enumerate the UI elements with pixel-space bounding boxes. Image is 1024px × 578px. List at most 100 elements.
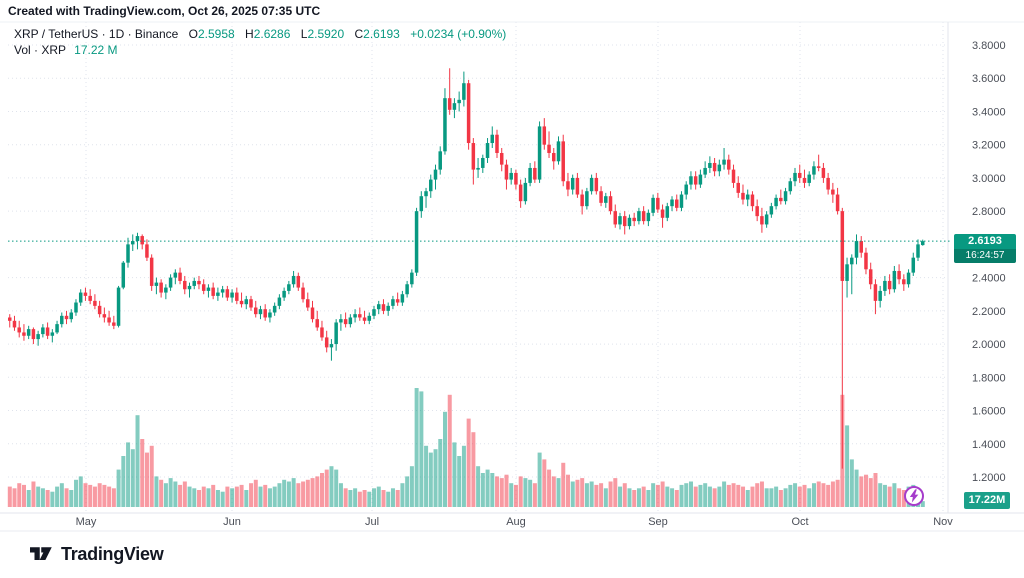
volume-bar xyxy=(816,481,821,507)
candle-body xyxy=(329,344,334,348)
volume-bar xyxy=(565,474,570,507)
volume-bar xyxy=(220,491,225,507)
candle-body xyxy=(471,143,476,170)
volume-bar xyxy=(45,490,50,507)
candle-body xyxy=(287,284,291,291)
volume-bar xyxy=(107,486,112,507)
candle-body xyxy=(821,167,826,178)
candle-body xyxy=(452,103,457,110)
candle-body xyxy=(670,199,674,207)
candle-body xyxy=(651,197,655,213)
candle-body xyxy=(69,312,73,320)
candle-body xyxy=(192,280,196,286)
volume-bar xyxy=(272,486,277,507)
volume-bar xyxy=(759,481,764,507)
candle-body xyxy=(835,194,840,212)
boost-button[interactable] xyxy=(904,486,924,506)
volume-bar xyxy=(679,484,684,507)
volume-bar xyxy=(452,442,457,507)
candle-body xyxy=(220,289,225,293)
candle-body xyxy=(391,299,395,306)
volume-bar xyxy=(211,484,216,507)
candle-body xyxy=(580,194,584,207)
volume-bar xyxy=(372,488,377,507)
candle-body xyxy=(764,214,769,225)
candle-body xyxy=(911,257,916,273)
candle-body xyxy=(613,211,618,225)
candle-body xyxy=(755,206,759,217)
volume-bar xyxy=(320,473,325,507)
last-price-value: 2.6193 xyxy=(968,235,1002,247)
volume-bar xyxy=(168,478,173,507)
candle-body xyxy=(296,275,301,288)
volume-bar xyxy=(528,479,533,507)
candle-body xyxy=(97,305,102,315)
symbol-title[interactable]: XRP / TetherUS · 1D · Binance xyxy=(14,27,179,41)
candle-body xyxy=(495,134,499,153)
candle-body xyxy=(864,252,868,270)
candle-body xyxy=(410,272,414,285)
candle-body xyxy=(334,322,338,345)
candle-body xyxy=(26,329,31,336)
candle-body xyxy=(504,164,509,180)
candle-body xyxy=(523,182,528,202)
candle-body xyxy=(575,177,580,195)
volume-bar xyxy=(480,473,485,507)
volume-bar xyxy=(315,476,320,507)
volume-bar xyxy=(367,491,372,507)
time-tick-label: Oct xyxy=(791,516,808,528)
candle-body xyxy=(736,182,740,193)
candle-body xyxy=(173,272,178,278)
volume-axis-badge: 17.22M xyxy=(964,492,1010,509)
candle-body xyxy=(149,257,154,286)
volume-bar xyxy=(69,490,74,507)
candle-body xyxy=(216,292,220,296)
volume-bar xyxy=(443,411,448,507)
candle-body xyxy=(660,209,665,218)
volume-bar xyxy=(764,488,769,507)
candle-body xyxy=(60,315,64,325)
candle-body xyxy=(126,244,130,263)
candle-body xyxy=(585,191,589,207)
candle-body xyxy=(211,287,215,296)
candle-body xyxy=(187,285,192,290)
candle-body xyxy=(627,217,632,227)
volume-bar xyxy=(282,479,287,507)
tradingview-logo[interactable]: TradingView xyxy=(30,543,164,565)
volume-bar xyxy=(405,476,410,507)
candle-body xyxy=(807,174,811,183)
candle-body xyxy=(121,262,126,288)
volume-bar xyxy=(547,469,552,507)
candle-body xyxy=(859,241,863,253)
candle-body xyxy=(916,244,920,258)
volume-value: 17.22 M xyxy=(74,43,118,57)
price-tick-label: 2.0000 xyxy=(972,339,1006,351)
volume-bar xyxy=(130,449,135,507)
volume-bar xyxy=(438,439,443,507)
candle-body xyxy=(258,309,263,315)
candle-body xyxy=(315,319,319,328)
candle-body xyxy=(499,152,504,165)
candle-body xyxy=(509,172,513,180)
volume-bar xyxy=(476,466,481,507)
candle-body xyxy=(154,282,159,286)
volume-bar xyxy=(826,484,831,507)
price-scale[interactable]: 3.8000 3.6000 3.4000 3.2000 3.0000 2.8000 2.40… xyxy=(972,40,1006,484)
candle-body xyxy=(760,216,764,225)
volume-bar xyxy=(651,483,656,507)
time-tick-label: Jul xyxy=(365,516,379,528)
volume-bar xyxy=(845,425,850,507)
candle-body xyxy=(164,287,168,293)
volume-bar xyxy=(485,469,490,507)
volume-bar xyxy=(655,484,660,507)
candle-body xyxy=(140,236,144,245)
volume-bar xyxy=(414,388,419,507)
candle-body xyxy=(897,270,901,280)
time-scale[interactable]: May Jun Jul Aug Sep Oct Nov xyxy=(76,516,954,528)
candle-body xyxy=(594,177,599,192)
candle-body xyxy=(850,257,854,265)
volume-bar xyxy=(386,491,391,507)
volume-bar xyxy=(788,484,793,507)
volume-bar xyxy=(688,481,693,507)
